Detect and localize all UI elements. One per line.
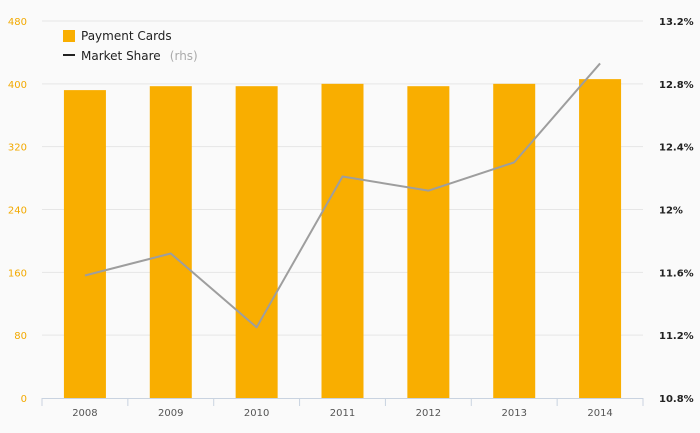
legend-label-rhs: (rhs) — [170, 49, 198, 63]
left-axis-tick-label: 240 — [8, 206, 27, 217]
x-axis-tick-label: 2010 — [244, 408, 269, 419]
x-axis-tick-label: 2009 — [158, 408, 183, 419]
legend-swatch-payment-cards — [63, 30, 75, 42]
legend-label-payment-cards: Payment Cards — [81, 29, 172, 43]
right-axis-tick-label: 13.2% — [659, 17, 694, 28]
x-axis-tick-label: 2013 — [501, 408, 526, 419]
right-y-axis: 10.8% 11.2% 11.6% 12% 12.4% 12.8% 13.2% — [659, 17, 694, 405]
left-axis-tick-label: 80 — [14, 331, 27, 342]
left-y-axis: 0 80 160 240 320 400 480 — [8, 17, 27, 405]
bar — [579, 79, 622, 398]
legend-label-market-share: Market Share (rhs) — [81, 45, 198, 64]
right-axis-tick-label: 12.8% — [659, 80, 694, 91]
right-axis-tick-label: 12% — [659, 206, 683, 217]
bar — [235, 86, 278, 399]
bar — [493, 83, 536, 398]
x-axis-tick-label: 2014 — [587, 408, 612, 419]
bar — [321, 83, 364, 398]
line-series-market-share — [84, 62, 601, 329]
legend-label-market-share-text: Market Share — [81, 49, 161, 63]
bar-series-payment-cards — [63, 79, 622, 399]
bar — [407, 86, 450, 399]
market-share-line — [84, 62, 601, 329]
left-axis-tick-label: 400 — [8, 80, 27, 91]
x-axis-tick-label: 2008 — [72, 408, 97, 419]
legend-swatch-market-share — [63, 54, 75, 56]
bar — [149, 86, 192, 399]
left-axis-tick-label: 0 — [21, 394, 27, 405]
left-axis-tick-label: 160 — [8, 268, 27, 279]
right-axis-tick-label: 10.8% — [659, 394, 694, 405]
right-axis-tick-label: 12.4% — [659, 143, 694, 154]
x-axis-tick-label: 2011 — [330, 408, 355, 419]
right-axis-tick-label: 11.6% — [659, 268, 694, 279]
right-axis-tick-label: 11.2% — [659, 331, 694, 342]
x-axis-tick-label: 2012 — [416, 408, 441, 419]
x-axis: 2008 2009 2010 2011 2012 2013 2014 — [41, 398, 644, 419]
legend: Payment Cards Market Share (rhs) — [63, 29, 198, 64]
left-axis-tick-label: 320 — [8, 143, 27, 154]
left-axis-tick-label: 480 — [8, 17, 27, 28]
bar — [63, 90, 106, 398]
